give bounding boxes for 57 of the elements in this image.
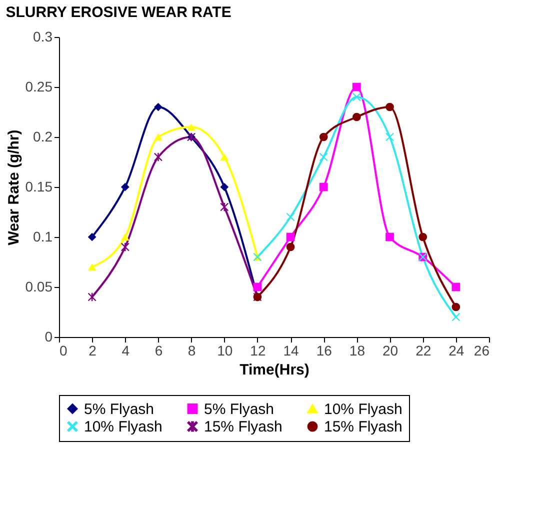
point <box>88 263 96 271</box>
legend-label: 5% Flyash <box>204 400 274 418</box>
point <box>319 182 328 192</box>
point <box>452 282 460 292</box>
x-tick-label: 6 <box>154 342 163 358</box>
x-tick-label: 8 <box>188 342 196 358</box>
y-tick-label: 0.2 <box>33 128 53 144</box>
legend-label: 15% Flyash <box>324 418 402 436</box>
x-tick-label: 2 <box>88 342 97 358</box>
point <box>319 132 328 142</box>
point <box>154 152 162 162</box>
point <box>352 92 361 102</box>
y-axis-title: Wear Rate (g/hr) <box>5 130 22 246</box>
point <box>88 232 96 242</box>
point <box>187 123 196 131</box>
x-tick-label: 18 <box>349 342 366 358</box>
point <box>154 133 162 141</box>
point <box>418 232 428 242</box>
x-tick-label: 24 <box>448 342 464 358</box>
point <box>452 302 460 312</box>
x-tick-label: 26 <box>474 342 490 358</box>
x-axis-title: Time(Hrs) <box>240 362 310 378</box>
point <box>220 182 229 192</box>
point <box>386 232 394 242</box>
point <box>120 233 130 241</box>
point <box>452 312 460 322</box>
y-tick-label: 0.3 <box>33 28 53 44</box>
point <box>120 182 130 192</box>
legend-label: 15% Flyash <box>204 418 282 436</box>
point <box>319 152 328 162</box>
legend-label: 10% Flyash <box>324 400 402 418</box>
legend-label: 10% Flyash <box>84 418 162 436</box>
point <box>352 82 361 92</box>
point <box>386 102 394 112</box>
x-tick-label: 22 <box>416 342 432 358</box>
y-tick-label: 0.1 <box>33 228 53 244</box>
y-tick-label: 0.05 <box>25 278 53 294</box>
x-tick-label: 4 <box>122 342 130 358</box>
point <box>352 112 361 122</box>
chart-title: SLURRY EROSIVE WEAR RATE <box>6 4 232 21</box>
y-tick-label: 0.15 <box>25 178 53 194</box>
point <box>154 102 162 112</box>
point <box>286 242 295 252</box>
y-tick-label: 0.25 <box>25 78 53 94</box>
x-tick-label: 14 <box>283 342 300 358</box>
point <box>286 212 295 222</box>
point <box>386 132 394 142</box>
x-tick-label: 0 <box>60 342 68 358</box>
point <box>220 153 229 161</box>
point <box>286 232 295 242</box>
x-tick-label: 12 <box>250 342 266 358</box>
x-tick-label: 10 <box>217 342 233 358</box>
y-tick-label: 0 <box>44 328 53 344</box>
point <box>253 282 262 292</box>
x-tick-label: 20 <box>382 342 398 358</box>
x-tick-label: 16 <box>316 342 332 358</box>
legend-label: 5% Flyash <box>84 400 154 418</box>
